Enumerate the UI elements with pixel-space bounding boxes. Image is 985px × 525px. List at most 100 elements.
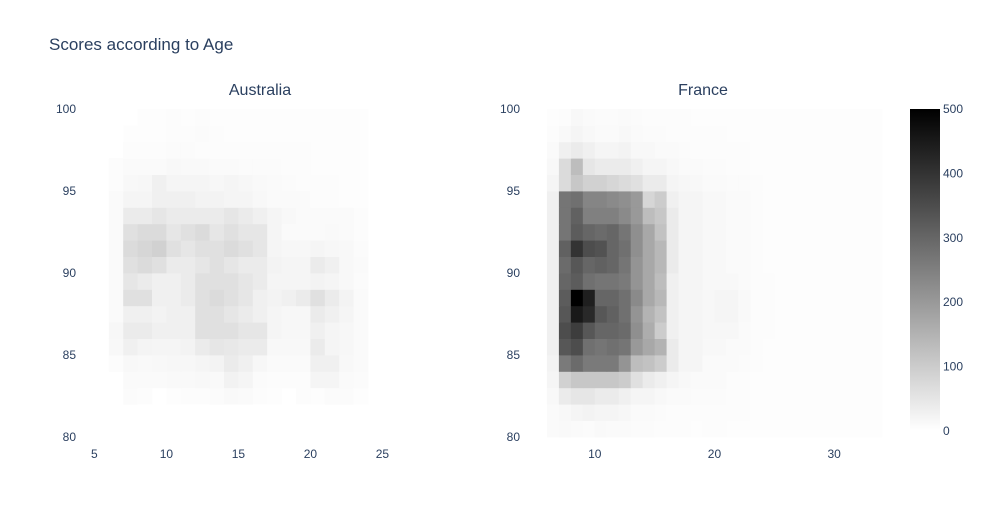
- heatmap-cell: [750, 289, 763, 307]
- heatmap-cell: [238, 158, 254, 175]
- heatmap-cell: [810, 322, 823, 339]
- heatmap-cell: [582, 371, 596, 389]
- heatmap-cell: [267, 289, 282, 307]
- heatmap-cell: [324, 141, 340, 159]
- heatmap-cell: [353, 338, 369, 356]
- heatmap-cell: [558, 322, 572, 339]
- heatmap-cell: [252, 387, 268, 405]
- heatmap-cell: [846, 371, 859, 389]
- heatmap-cell: [310, 223, 326, 241]
- heatmap-cell: [195, 289, 210, 307]
- heatmap-cell: [750, 141, 763, 159]
- heatmap-cell: [123, 387, 138, 405]
- heatmap-cell: [209, 322, 225, 339]
- heatmap-cell: [558, 141, 572, 159]
- heatmap-cell: [252, 355, 268, 372]
- heatmap-cell: [606, 322, 620, 339]
- heatmap-cell: [594, 240, 608, 257]
- heatmap-cell: [339, 322, 354, 339]
- heatmap-cell: [339, 256, 354, 274]
- heatmap-cell: [238, 371, 254, 389]
- heatmap-cell: [822, 371, 835, 389]
- heatmap-cell: [798, 338, 811, 356]
- heatmap-cell: [786, 223, 799, 241]
- heatmap-cell: [630, 420, 644, 438]
- heatmap-cell: [267, 273, 282, 290]
- heatmap-cell: [606, 404, 620, 421]
- heatmap-cell: [822, 174, 835, 192]
- heatmap-cell: [690, 322, 703, 339]
- heatmap-cell: [238, 305, 254, 323]
- heatmap-cell: [166, 191, 182, 208]
- heatmap-cell: [267, 355, 282, 372]
- heatmap-cell: [846, 256, 859, 274]
- heatmap-cell: [570, 322, 584, 339]
- heatmap-cell: [570, 355, 584, 372]
- heatmap-cell: [870, 256, 883, 274]
- heatmap-cell: [281, 371, 297, 389]
- heatmap-cell: [786, 125, 799, 143]
- heatmap-cell: [224, 289, 239, 307]
- heatmap-cell: [324, 305, 340, 323]
- heatmap-cell: [798, 305, 811, 323]
- heatmap-cell: [750, 387, 763, 405]
- heatmap-cell: [738, 158, 751, 175]
- heatmap-cell: [666, 223, 679, 241]
- heatmap-cell: [738, 256, 751, 274]
- heatmap-cell: [152, 355, 167, 372]
- heatmap-cell: [750, 355, 763, 372]
- heatmap-cell: [546, 223, 560, 241]
- heatmap-cell: [822, 355, 835, 372]
- heatmap-cell: [166, 322, 182, 339]
- heatmap-cell: [252, 141, 268, 159]
- heatmap-cell: [546, 207, 560, 225]
- heatmap-cell: [123, 338, 138, 356]
- heatmap-cell: [822, 404, 835, 421]
- heatmap-cell: [137, 387, 153, 405]
- heatmap-cell: [714, 305, 727, 323]
- heatmap-cell: [858, 387, 871, 405]
- heatmap-cell: [546, 322, 560, 339]
- heatmap-cell: [353, 322, 369, 339]
- heatmap-cell: [180, 273, 196, 290]
- heatmap-cell: [238, 289, 254, 307]
- heatmap-cell: [252, 174, 268, 192]
- heatmap-cell: [870, 273, 883, 290]
- heatmap-cell: [267, 125, 282, 143]
- colorbar-ticks: 0 100 200 300 400 500: [943, 102, 963, 438]
- heatmap-cell: [654, 141, 667, 159]
- heatmap-cell: [630, 371, 644, 389]
- heatmap-cell: [310, 273, 326, 290]
- x-tick-label: 25: [376, 447, 390, 461]
- heatmap-cell: [870, 240, 883, 257]
- heatmap-cell: [180, 223, 196, 241]
- heatmap-cell: [786, 289, 799, 307]
- heatmap-cell: [738, 240, 751, 257]
- heatmap-cell: [224, 223, 239, 241]
- heatmap-cell: [618, 240, 632, 257]
- heatmap-cell: [798, 371, 811, 389]
- heatmap-cell: [582, 256, 596, 274]
- heatmap-cell: [546, 305, 560, 323]
- subplot-title-france: France: [678, 82, 728, 99]
- heatmap-cell: [642, 273, 656, 290]
- heatmap-cell: [846, 305, 859, 323]
- heatmap-cell: [166, 256, 182, 274]
- heatmap-cell: [858, 223, 871, 241]
- heatmap-cell: [296, 371, 311, 389]
- heatmap-cell: [281, 273, 297, 290]
- heatmap-cell: [834, 371, 847, 389]
- heatmap-cell: [281, 158, 297, 175]
- heatmap-cell: [166, 355, 182, 372]
- heatmap-cell: [822, 191, 835, 208]
- heatmap-cell: [296, 305, 311, 323]
- heatmap-cell: [296, 355, 311, 372]
- heatmap-cell: [238, 273, 254, 290]
- heatmap-cell: [846, 240, 859, 257]
- heatmap-cell: [654, 207, 667, 225]
- heatmap-cell: [630, 355, 644, 372]
- heatmap-cell: [195, 191, 210, 208]
- heatmap-cell: [594, 109, 608, 126]
- heatmap-cell: [137, 305, 153, 323]
